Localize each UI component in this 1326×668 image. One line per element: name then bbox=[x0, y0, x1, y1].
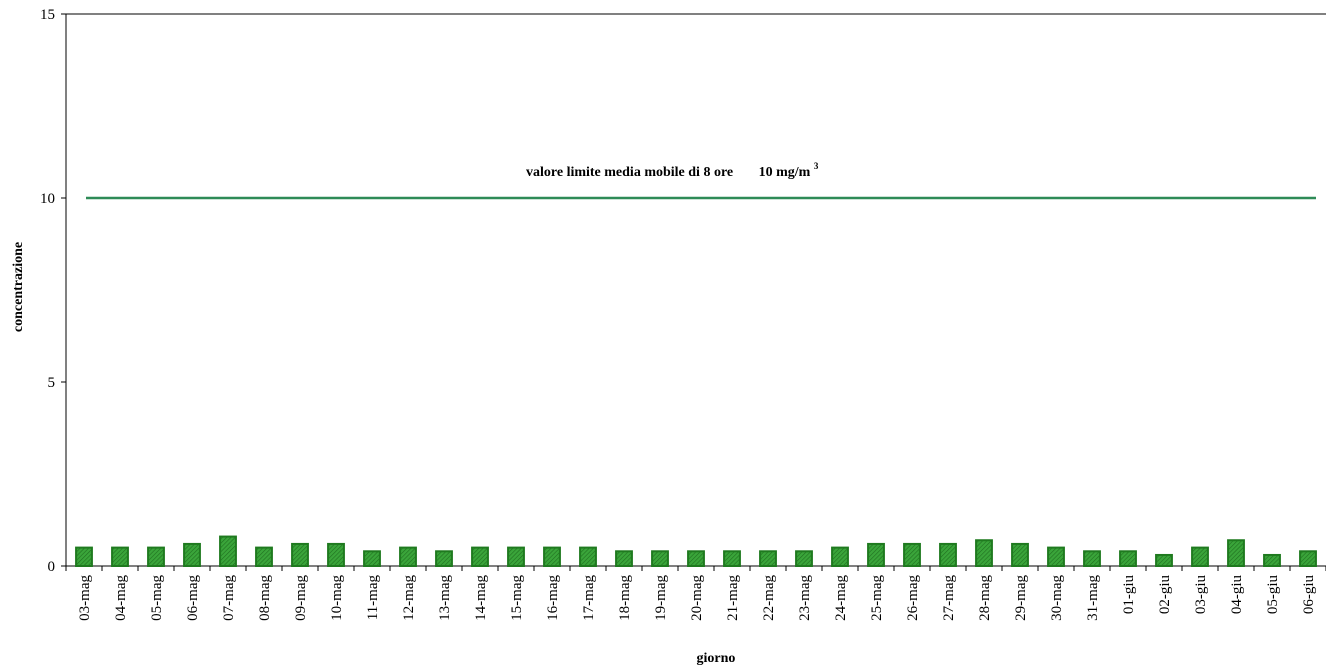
bar bbox=[903, 542, 921, 567]
y-tick-label: 15 bbox=[40, 7, 55, 23]
x-tick-label: 30-mag bbox=[1049, 575, 1065, 621]
x-tick-label: 02-giu bbox=[1157, 575, 1173, 615]
x-tick-label: 24-mag bbox=[833, 575, 849, 621]
y-axis: 0 5 10 15 bbox=[40, 7, 1326, 575]
bar bbox=[1119, 550, 1137, 568]
bar bbox=[471, 546, 489, 567]
x-tick-label: 15-mag bbox=[509, 575, 525, 621]
bar bbox=[795, 550, 813, 568]
limit-label-value: 10 mg/m bbox=[759, 165, 811, 180]
bar bbox=[111, 546, 129, 567]
bar bbox=[651, 550, 669, 568]
bar bbox=[507, 546, 525, 567]
x-tick-label: 29-mag bbox=[1013, 575, 1029, 621]
x-tick-label: 25-mag bbox=[869, 575, 885, 621]
bar bbox=[327, 542, 345, 567]
y-tick-label: 10 bbox=[40, 191, 55, 207]
x-tick-label: 28-mag bbox=[977, 575, 993, 621]
x-tick-label: 09-mag bbox=[293, 575, 309, 621]
x-tick-label: 26-mag bbox=[905, 575, 921, 621]
x-tick-label: 06-mag bbox=[185, 575, 201, 621]
x-tick-label: 21-mag bbox=[725, 575, 741, 621]
bar bbox=[1155, 553, 1173, 568]
bar bbox=[255, 546, 273, 567]
bar bbox=[183, 542, 201, 567]
x-tick-label: 13-mag bbox=[437, 575, 453, 621]
x-tick-label: 27-mag bbox=[941, 575, 957, 621]
bar bbox=[615, 550, 633, 568]
bar bbox=[1227, 539, 1245, 567]
bar bbox=[831, 546, 849, 567]
bar bbox=[1299, 550, 1317, 568]
bar bbox=[1263, 553, 1281, 568]
x-tick-label: 05-mag bbox=[149, 575, 165, 621]
bar bbox=[291, 542, 309, 567]
bar bbox=[543, 546, 561, 567]
x-axis-title: giorno bbox=[697, 651, 736, 666]
x-tick-label: 22-mag bbox=[761, 575, 777, 621]
x-tick-label: 17-mag bbox=[581, 575, 597, 621]
bar bbox=[363, 550, 381, 568]
x-tick-label: 19-mag bbox=[653, 575, 669, 621]
x-tick-label: 06-giu bbox=[1301, 575, 1317, 615]
x-tick-label: 04-mag bbox=[113, 575, 129, 621]
bar bbox=[219, 535, 237, 567]
bar bbox=[975, 539, 993, 567]
y-tick-label: 5 bbox=[48, 375, 56, 391]
bar bbox=[147, 546, 165, 567]
bar bbox=[687, 550, 705, 568]
x-tick-label: 05-giu bbox=[1265, 575, 1281, 615]
x-axis: 03-mag 04-mag 05-mag 06-mag 07-mag 08-mag 09-m… bbox=[65, 565, 1326, 621]
x-tick-label: 18-mag bbox=[617, 575, 633, 621]
x-tick-label: 03-mag bbox=[77, 575, 93, 621]
x-tick-label: 16-mag bbox=[545, 575, 561, 621]
y-axis-title: concentrazione bbox=[11, 242, 26, 332]
x-tick-label: 07-mag bbox=[221, 575, 237, 621]
limit-line-label: valore limite media mobile di 8 ore 10 m… bbox=[526, 161, 819, 180]
bar bbox=[399, 546, 417, 567]
bars bbox=[75, 535, 1317, 568]
bar bbox=[75, 546, 93, 567]
bar bbox=[723, 550, 741, 568]
x-tick-label: 14-mag bbox=[473, 575, 489, 621]
limit-label-sup: 3 bbox=[814, 161, 819, 171]
bar bbox=[939, 542, 957, 567]
bar bbox=[867, 542, 885, 567]
bar bbox=[1083, 550, 1101, 568]
x-tick-label: 12-mag bbox=[401, 575, 417, 621]
bar bbox=[1011, 542, 1029, 567]
x-tick-label: 20-mag bbox=[689, 575, 705, 621]
x-tick-label: 10-mag bbox=[329, 575, 345, 621]
x-tick-label: 01-giu bbox=[1121, 575, 1137, 615]
x-tick-label: 31-mag bbox=[1085, 575, 1101, 621]
bar bbox=[435, 550, 453, 568]
x-tick-label: 08-mag bbox=[257, 575, 273, 621]
y-tick-label: 0 bbox=[48, 559, 56, 575]
x-tick-label: 23-mag bbox=[797, 575, 813, 621]
bar bbox=[759, 550, 777, 568]
limit-label-text: valore limite media mobile di 8 ore bbox=[526, 165, 733, 180]
x-tick-label: 04-giu bbox=[1229, 575, 1245, 615]
x-tick-label: 03-giu bbox=[1193, 575, 1209, 615]
bar bbox=[1047, 546, 1065, 567]
bar bbox=[1191, 546, 1209, 567]
x-tick-label: 11-mag bbox=[365, 575, 381, 621]
bar bbox=[579, 546, 597, 567]
